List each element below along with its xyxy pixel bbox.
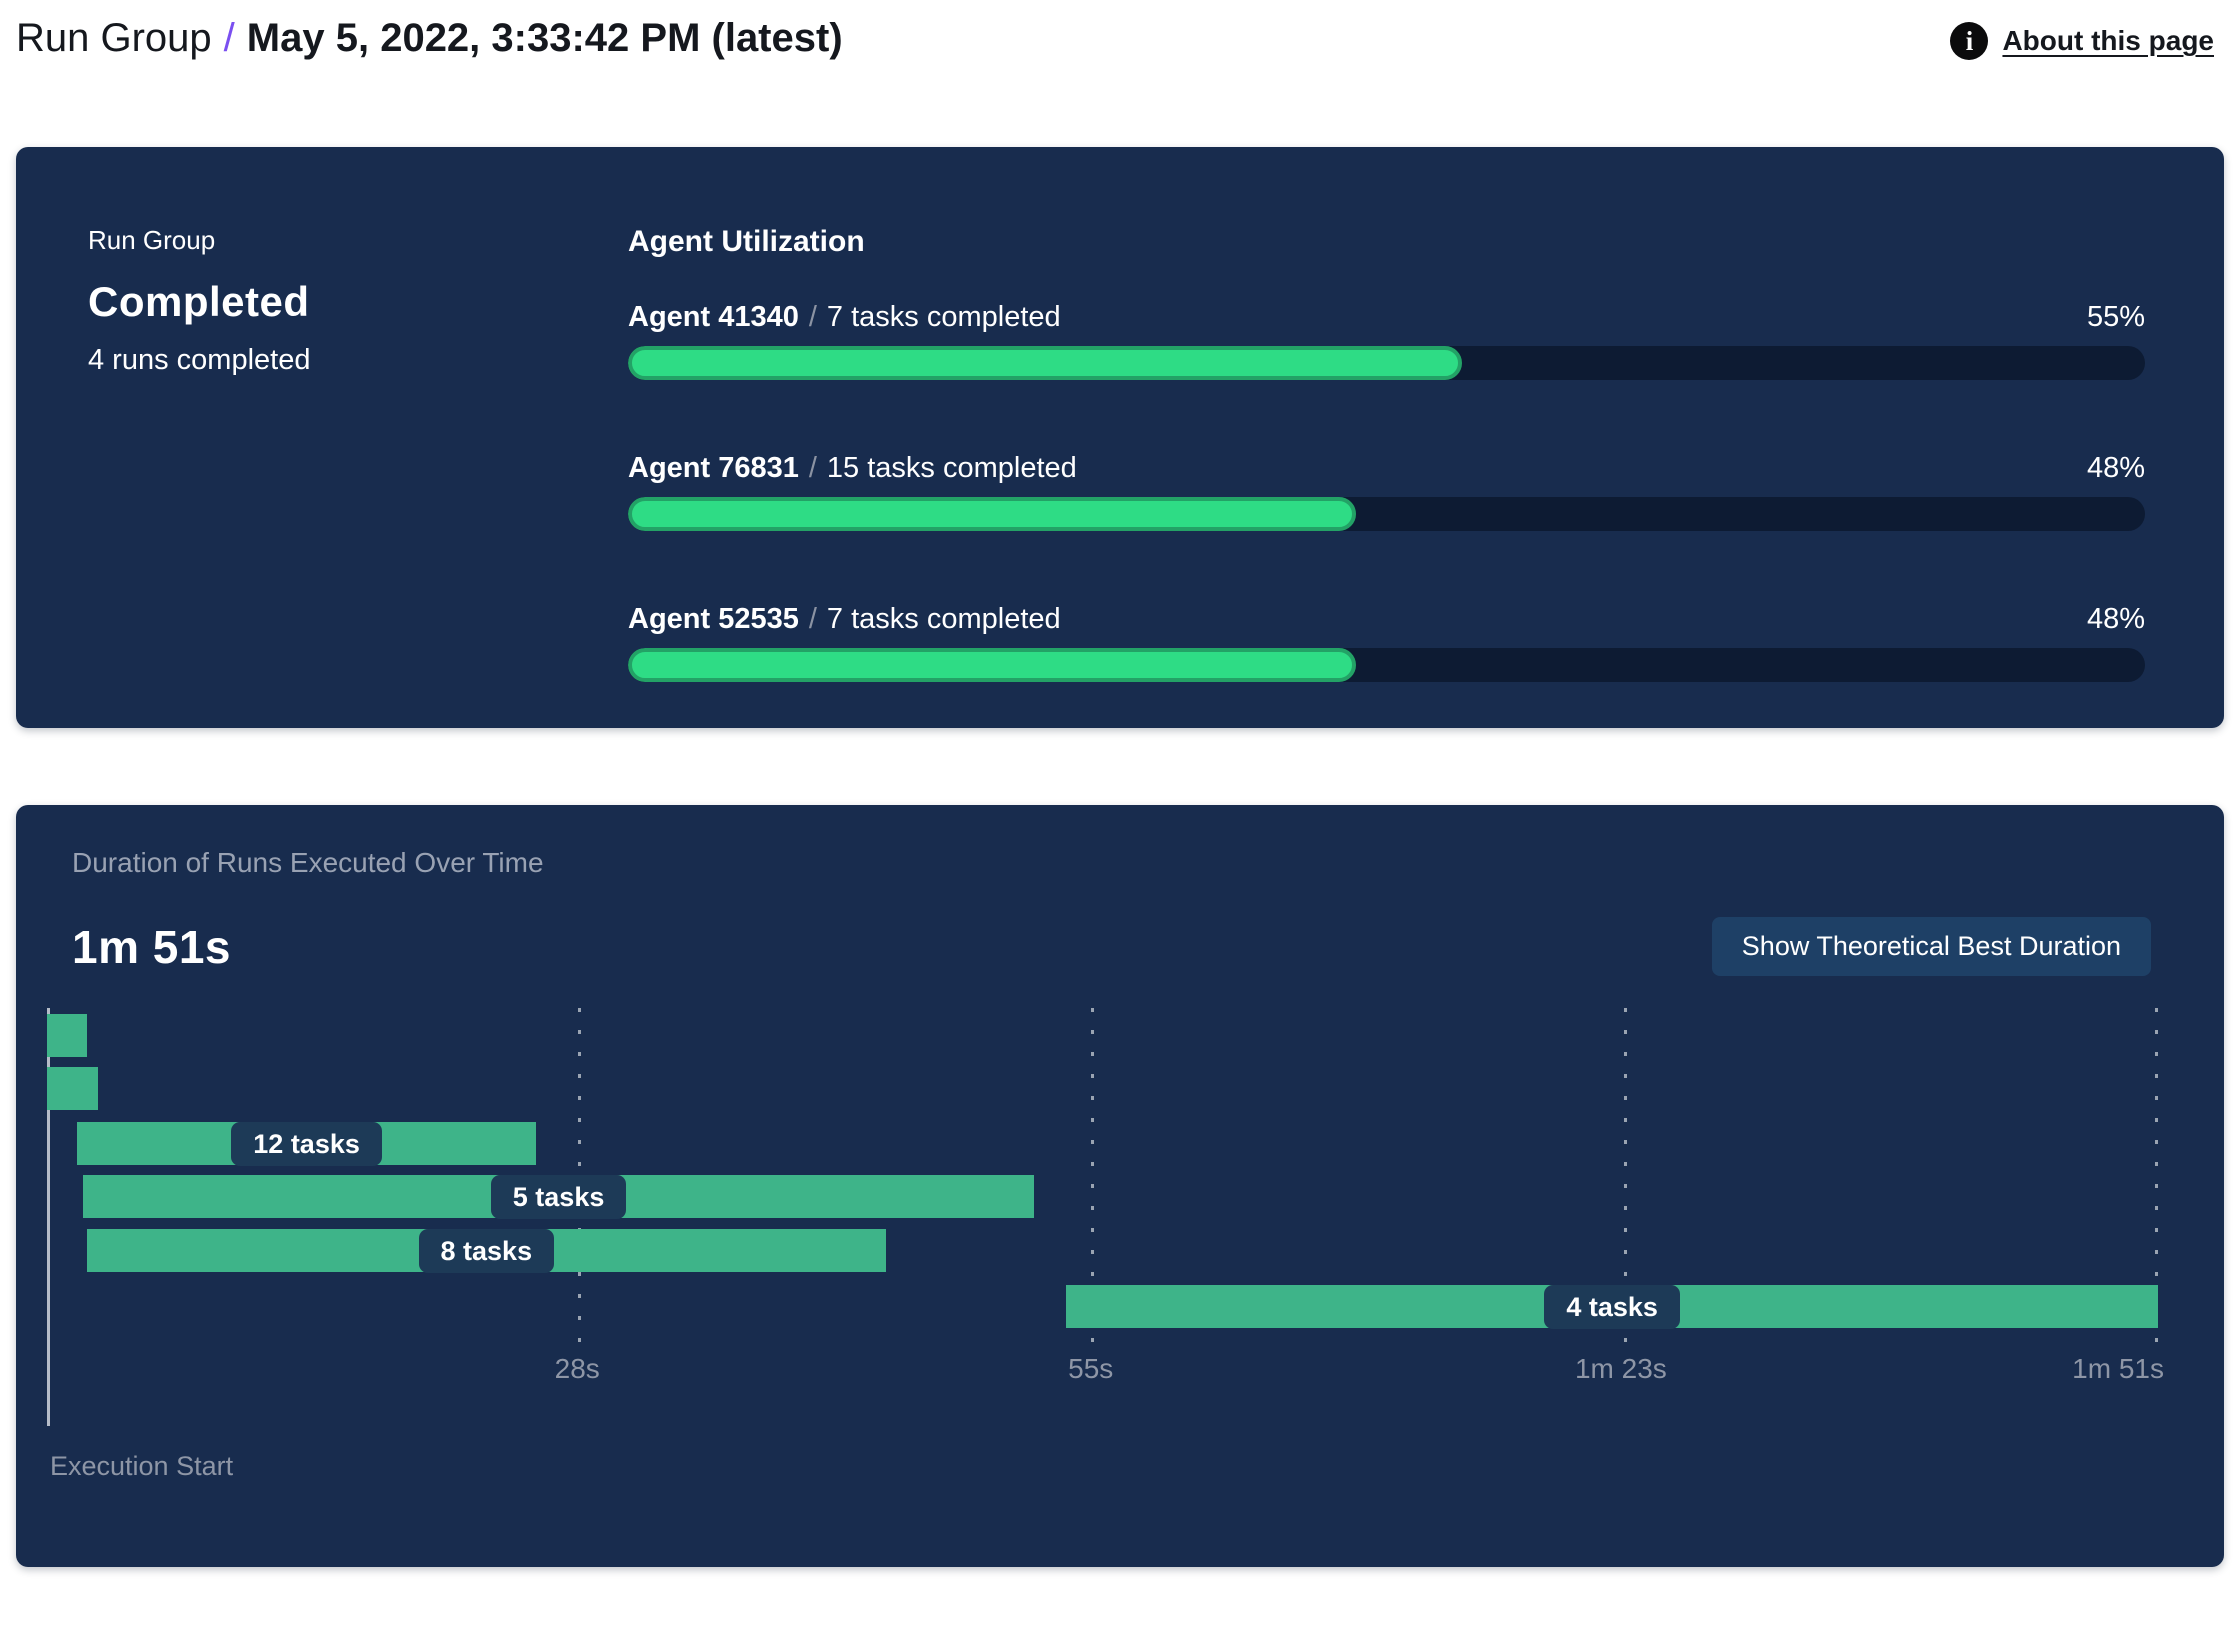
run-duration-bar[interactable] xyxy=(47,1014,87,1057)
utilization-progress-fill xyxy=(628,497,1357,531)
task-count-pill: 4 tasks xyxy=(1544,1284,1680,1329)
run-duration-bar[interactable]: 4 tasks xyxy=(1066,1284,2158,1329)
utilization-progress-track xyxy=(628,346,2145,380)
agent-label: Agent 52535 / 7 tasks completed xyxy=(628,603,1061,636)
agent-row: Agent 76831 / 15 tasks completed 48% xyxy=(628,452,2145,531)
utilization-progress-fill xyxy=(628,648,1357,682)
task-count-pill: 8 tasks xyxy=(418,1228,555,1273)
agent-row: Agent 41340 / 7 tasks completed 55% xyxy=(628,301,2145,380)
duration-panel: Duration of Runs Executed Over Time 1m 5… xyxy=(16,805,2224,1567)
agent-row: Agent 52535 / 7 tasks completed 48% xyxy=(628,603,2145,682)
agent-separator: / xyxy=(808,301,817,333)
time-tick-label: 55s xyxy=(1068,1353,1114,1384)
info-icon[interactable]: i xyxy=(1950,22,1989,60)
time-gridline xyxy=(1091,1008,1095,1344)
utilization-progress-track xyxy=(628,648,2145,682)
agent-tasks-completed: 7 tasks completed xyxy=(826,603,1061,635)
agent-label-line: Agent 41340 / 7 tasks completed 55% xyxy=(628,301,2145,334)
breadcrumb-separator: / xyxy=(223,16,235,60)
agent-utilization-percent: 55% xyxy=(2086,301,2145,333)
total-duration-value: 1m 51s xyxy=(72,920,232,973)
time-tick-label: 1m 51s xyxy=(2072,1353,2164,1384)
about-this-page[interactable]: i About this page xyxy=(1950,22,2214,60)
time-gridline xyxy=(2155,1008,2158,1344)
show-theoretical-best-duration-button[interactable]: Show Theoretical Best Duration xyxy=(1711,917,2151,976)
breadcrumb-run-group[interactable]: Run Group xyxy=(16,16,212,60)
duration-chart-title: Duration of Runs Executed Over Time xyxy=(72,847,544,878)
time-gridline xyxy=(1623,1008,1627,1344)
agent-tasks-completed: 15 tasks completed xyxy=(826,452,1077,484)
task-count-pill: 12 tasks xyxy=(231,1121,382,1166)
agent-utilization-title: Agent Utilization xyxy=(628,225,865,258)
agent-utilization-percent: 48% xyxy=(2086,452,2145,484)
agent-separator: / xyxy=(808,452,817,484)
agent-name: Agent 41340 xyxy=(628,301,799,333)
gantt-chart: Execution Start 28s 55s 1m 23s 1m 51s 12 tas… xyxy=(47,1008,2164,1498)
agent-name: Agent 76831 xyxy=(628,452,799,484)
utilization-progress-track xyxy=(628,497,2145,531)
run-group-status: Completed xyxy=(88,278,310,325)
runs-completed-count: 4 runs completed xyxy=(88,344,311,376)
agent-name: Agent 52535 xyxy=(628,603,799,635)
page-header: Run Group / May 5, 2022, 3:33:42 PM (lates… xyxy=(0,0,2240,62)
agent-utilization-section: Agent Utilization Agent 41340 / 7 tasks co… xyxy=(628,225,2145,682)
breadcrumb: Run Group / May 5, 2022, 3:33:42 PM (lates… xyxy=(16,14,843,62)
agent-label: Agent 41340 / 7 tasks completed xyxy=(628,301,1061,334)
execution-start-axis-line xyxy=(47,1008,50,1426)
task-count-pill: 5 tasks xyxy=(490,1174,627,1219)
agent-label-line: Agent 52535 / 7 tasks completed 48% xyxy=(628,603,2145,636)
about-this-page-link[interactable]: About this page xyxy=(2002,25,2214,56)
agent-utilization-percent: 48% xyxy=(2086,603,2145,635)
run-group-label: Run Group xyxy=(88,225,216,255)
run-duration-bar[interactable]: 8 tasks xyxy=(86,1228,886,1273)
utilization-progress-fill xyxy=(628,346,1463,380)
agent-tasks-completed: 7 tasks completed xyxy=(826,301,1061,333)
time-tick-label: 28s xyxy=(554,1353,600,1384)
run-duration-bar[interactable]: 12 tasks xyxy=(77,1121,536,1166)
time-tick-label: 1m 23s xyxy=(1574,1353,1667,1384)
run-group-summary: Run Group Completed 4 runs completed xyxy=(88,225,628,682)
run-duration-bar[interactable]: 5 tasks xyxy=(83,1174,1035,1219)
run-group-panel: Run Group Completed 4 runs completed Age… xyxy=(16,147,2224,728)
run-duration-bar[interactable] xyxy=(47,1067,99,1110)
agent-label-line: Agent 76831 / 15 tasks completed 48% xyxy=(628,452,2145,485)
agent-separator: / xyxy=(808,603,817,635)
execution-start-label: Execution Start xyxy=(50,1451,234,1481)
breadcrumb-current-run: May 5, 2022, 3:33:42 PM (latest) xyxy=(246,16,843,60)
duration-header: 1m 51s Show Theoretical Best Duration xyxy=(72,917,2151,976)
agent-label: Agent 76831 / 15 tasks completed xyxy=(628,452,1077,485)
